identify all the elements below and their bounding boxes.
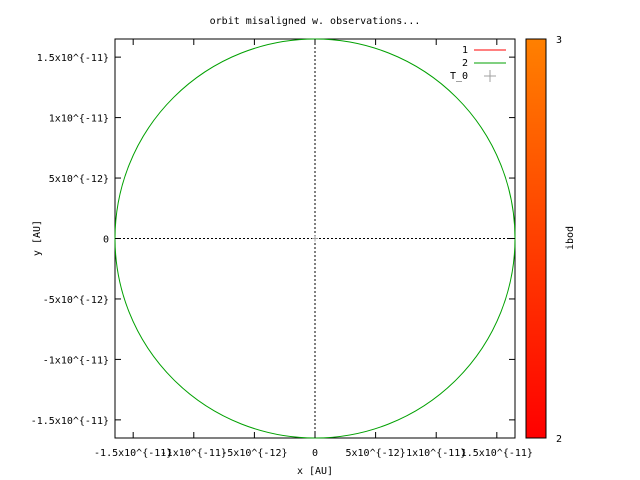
x-axis-ticks: -1.5x10^{-11}-1x10^{-11}-5x10^{-12} 0 5x10…	[94, 39, 533, 459]
x-tick-label: 1x10^{-11}	[406, 448, 466, 459]
y-tick-label: 0	[103, 235, 109, 246]
legend-label-T_0: T_0	[450, 71, 468, 82]
y-tick-label: 5x10^{-12}	[49, 174, 109, 185]
colorbar: 3 2 ibod	[525, 35, 576, 445]
chart-title: orbit misaligned w. observations...	[210, 16, 421, 27]
y-axis-label: y [AU]	[32, 220, 43, 256]
x-tick-label: -5x10^{-12}	[221, 448, 287, 459]
x-tick-label: -1.5x10^{-11}	[94, 448, 172, 459]
colorbar-gradient	[525, 38, 547, 439]
colorbar-label: ibod	[565, 226, 576, 250]
y-tick-label: -1.5x10^{-11}	[31, 416, 109, 427]
legend: 1 2 T_0	[450, 45, 506, 82]
plot-area: -1.5x10^{-11}-1x10^{-11}-5x10^{-12} 0 5x10…	[31, 38, 533, 459]
y-tick-label: 1.5x10^{-11}	[37, 53, 109, 64]
x-tick-label: 5x10^{-12}	[345, 448, 405, 459]
legend-marker-T_0	[484, 70, 496, 82]
y-tick-label: -1x10^{-11}	[43, 355, 109, 366]
x-tick-label: -1x10^{-11}	[161, 448, 227, 459]
x-tick-label: 1.5x10^{-11}	[461, 448, 533, 459]
legend-label-1: 1	[462, 45, 468, 56]
x-axis-label: x [AU]	[297, 466, 333, 477]
x-tick-label: 0	[312, 448, 318, 459]
y-tick-label: 1x10^{-11}	[49, 114, 109, 125]
colorbar-min-label: 2	[556, 434, 562, 445]
series-T_0-point	[312, 235, 318, 242]
y-axis-ticks: 1.5x10^{-11} 1x10^{-11} 5x10^{-12} 0 -5x10^{…	[31, 53, 515, 427]
y-tick-label: -5x10^{-12}	[43, 295, 109, 306]
colorbar-max-label: 3	[556, 35, 562, 46]
legend-label-2: 2	[462, 58, 468, 69]
